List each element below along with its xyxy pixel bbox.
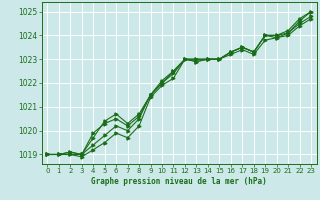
X-axis label: Graphe pression niveau de la mer (hPa): Graphe pression niveau de la mer (hPa)	[91, 177, 267, 186]
